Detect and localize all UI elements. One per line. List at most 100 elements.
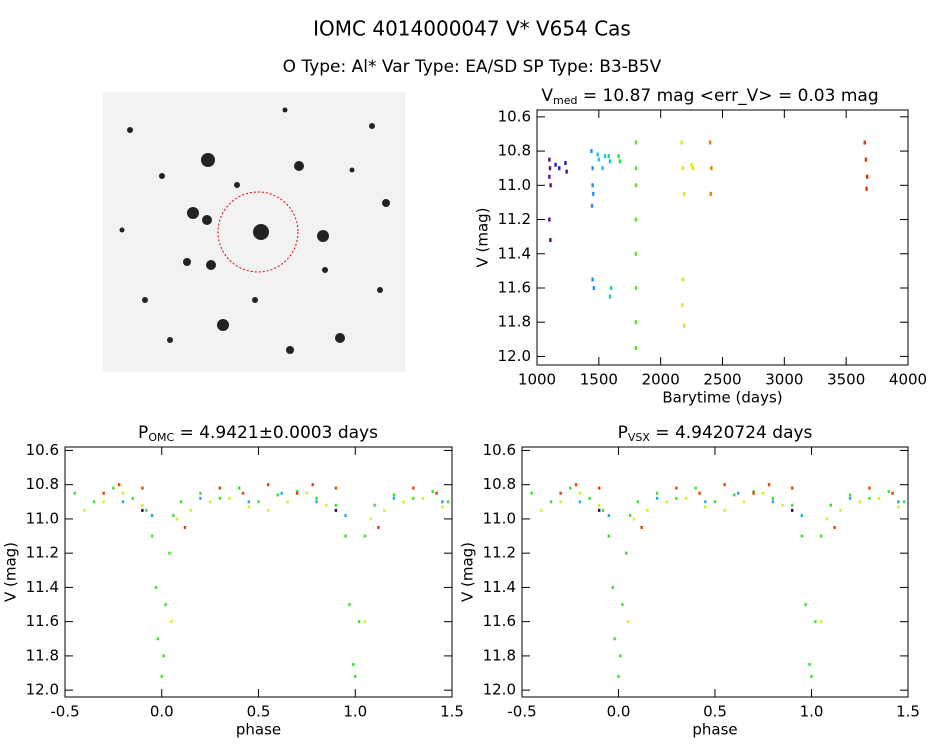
x-tick-label: 0.5 bbox=[247, 703, 271, 721]
data-point bbox=[634, 285, 638, 290]
data-point bbox=[402, 500, 405, 504]
data-point bbox=[141, 503, 144, 507]
data-point bbox=[601, 166, 604, 171]
data-point bbox=[325, 503, 328, 507]
data-point bbox=[199, 496, 202, 500]
data-point bbox=[162, 654, 165, 658]
data-point bbox=[280, 491, 283, 495]
data-point bbox=[121, 491, 125, 495]
data-point bbox=[592, 191, 595, 196]
y-tick-label: 11.0 bbox=[498, 176, 531, 194]
data-point bbox=[625, 551, 628, 555]
data-point bbox=[833, 525, 836, 529]
data-point bbox=[902, 500, 906, 504]
data-point bbox=[578, 491, 582, 495]
data-point bbox=[636, 500, 639, 504]
data-point bbox=[530, 491, 533, 495]
sky-image bbox=[103, 92, 405, 372]
data-point bbox=[383, 508, 386, 512]
title-rest: = 4.9420724 days bbox=[650, 423, 813, 443]
y-tick-label: 11.8 bbox=[483, 646, 516, 664]
title-main: P bbox=[618, 423, 628, 443]
title-main: V bbox=[541, 86, 553, 106]
plot-frame bbox=[521, 446, 909, 698]
plot-frame bbox=[536, 109, 909, 366]
data-point bbox=[559, 491, 562, 495]
data-point bbox=[590, 149, 593, 154]
x-axis-label: phase bbox=[236, 721, 281, 739]
data-point bbox=[868, 486, 871, 490]
data-point bbox=[574, 483, 578, 487]
data-point bbox=[848, 493, 852, 497]
data-point bbox=[156, 637, 160, 641]
data-point bbox=[865, 174, 869, 179]
data-point bbox=[117, 483, 121, 487]
data-point bbox=[709, 191, 712, 196]
data-point bbox=[680, 140, 683, 145]
x-tick-label: 1.5 bbox=[440, 703, 464, 721]
data-point bbox=[762, 491, 765, 495]
y-tick-label: 11.2 bbox=[498, 210, 531, 228]
data-point bbox=[608, 294, 612, 299]
data-point bbox=[218, 496, 221, 500]
data-point bbox=[704, 500, 707, 504]
data-point bbox=[154, 585, 158, 589]
chart-title: PVSX = 4.9420724 days bbox=[618, 423, 813, 444]
data-point bbox=[791, 486, 794, 490]
data-point bbox=[681, 277, 685, 282]
data-point bbox=[613, 637, 616, 641]
data-point bbox=[357, 620, 361, 624]
data-point bbox=[296, 490, 299, 494]
data-point bbox=[607, 534, 611, 538]
data-point bbox=[736, 491, 740, 495]
data-point bbox=[723, 483, 726, 487]
data-point bbox=[887, 490, 890, 494]
x-axis-label: phase bbox=[692, 721, 737, 739]
data-point bbox=[698, 491, 701, 495]
data-point bbox=[865, 186, 868, 191]
data-point bbox=[675, 486, 678, 490]
page-title: IOMC 4014000047 V* V654 Cas bbox=[313, 17, 631, 41]
y-tick-label: 11.0 bbox=[483, 509, 516, 527]
y-tick-label: 10.6 bbox=[483, 441, 516, 459]
data-point bbox=[710, 166, 713, 171]
title-subscript: VSX bbox=[628, 431, 651, 444]
data-point bbox=[632, 517, 636, 521]
data-point bbox=[150, 534, 154, 538]
data-point bbox=[588, 496, 591, 500]
data-point bbox=[868, 496, 871, 500]
data-point bbox=[363, 620, 367, 624]
y-tick-label: 12.0 bbox=[483, 681, 516, 699]
data-point bbox=[617, 674, 620, 678]
data-point bbox=[431, 490, 434, 494]
data-point bbox=[83, 508, 86, 512]
data-point bbox=[601, 508, 605, 512]
data-point bbox=[373, 503, 376, 507]
data-point bbox=[315, 500, 318, 504]
data-point bbox=[877, 496, 881, 500]
data-point bbox=[170, 620, 173, 624]
y-tick-label: 11.4 bbox=[483, 578, 516, 596]
y-tick-label: 10.8 bbox=[483, 475, 516, 493]
data-point bbox=[608, 159, 612, 164]
data-point bbox=[179, 500, 183, 504]
x-tick-label: -0.5 bbox=[50, 703, 79, 721]
data-point bbox=[296, 491, 299, 495]
data-point bbox=[421, 496, 425, 500]
y-tick-label: 11.4 bbox=[26, 578, 59, 596]
data-point bbox=[819, 620, 823, 624]
y-tick-label: 11.8 bbox=[26, 646, 59, 664]
data-point bbox=[412, 486, 415, 490]
data-point bbox=[634, 217, 638, 222]
data-point bbox=[829, 503, 832, 507]
data-point bbox=[694, 486, 697, 490]
y-tick-label: 10.8 bbox=[498, 142, 531, 160]
data-point bbox=[634, 251, 638, 256]
data-point bbox=[305, 491, 309, 495]
data-point bbox=[247, 505, 251, 509]
data-point bbox=[598, 508, 601, 512]
title-rest: = 4.9421±0.0003 days bbox=[174, 423, 378, 443]
x-tick-label: 3000 bbox=[765, 371, 803, 389]
data-point bbox=[369, 517, 372, 521]
x-tick-label: 0.0 bbox=[150, 703, 174, 721]
